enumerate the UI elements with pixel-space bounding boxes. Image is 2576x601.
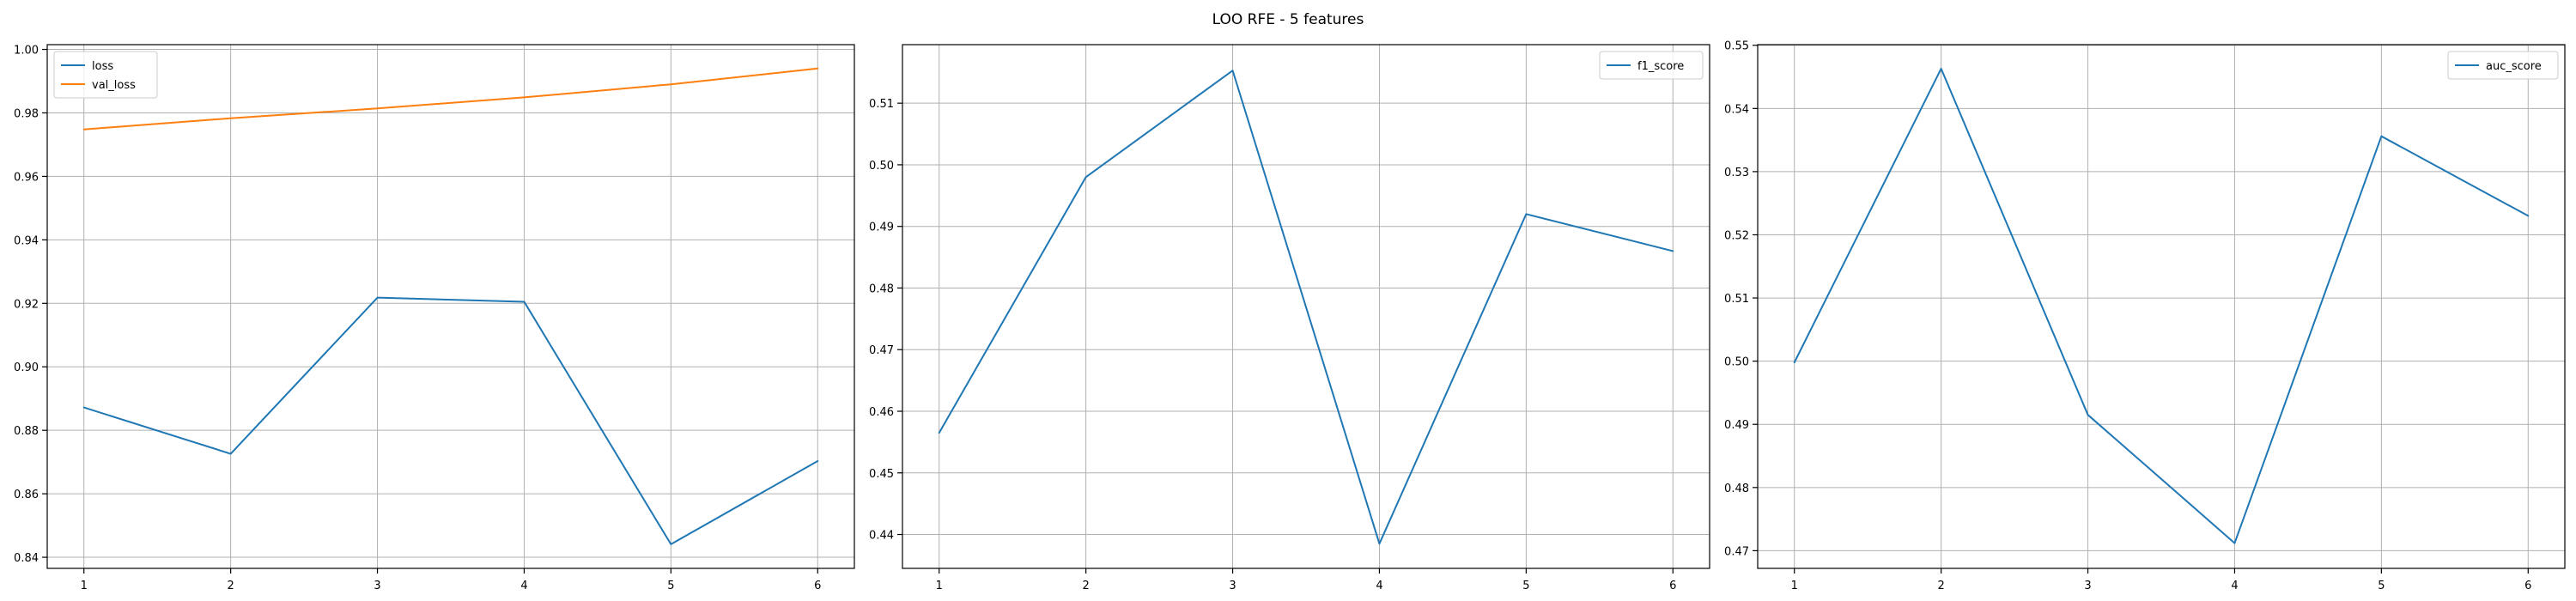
y-tick-label: 0.48 [869, 282, 894, 295]
legend-box [53, 51, 158, 99]
y-tick-label: 0.48 [1724, 483, 1749, 495]
series-line-loss [82, 296, 819, 545]
x-tick-label: 1 [1791, 580, 1798, 592]
y-tick-label: 0.52 [1724, 229, 1749, 242]
x-tick-label: 2 [1082, 580, 1089, 592]
x-tick-label: 3 [374, 580, 380, 592]
y-tick-label: 0.98 [14, 107, 39, 120]
x-tick-label: 5 [667, 580, 674, 592]
legend-label-val_loss: val_loss [92, 79, 136, 92]
y-tick-label: 0.47 [869, 344, 894, 357]
legend-box [2447, 51, 2559, 80]
y-tick-label: 0.51 [1724, 293, 1749, 306]
x-tick-label: 4 [520, 580, 527, 592]
y-tick-label: 0.45 [869, 468, 894, 481]
x-tick-label: 4 [1376, 580, 1382, 592]
charts-container: 1 2 3 4 5 6 0.84 0.86 0.88 0.90 0.92 0.94 0.96 0.98 1.… [14, 40, 2566, 592]
series-line-f1_score [938, 70, 1674, 545]
legend-label-f1_score: f1_score [1637, 60, 1684, 73]
y-tick-label: 0.88 [14, 425, 39, 438]
y-tick-label: 0.50 [869, 160, 894, 173]
x-tick-label: 2 [227, 580, 234, 592]
legend-label-auc_score: auc_score [2486, 60, 2542, 73]
y-tick-label: 0.46 [869, 406, 894, 419]
axes-frame [1757, 44, 2566, 569]
x-tick-label: 3 [2084, 580, 2091, 592]
figure-suptitle: LOO RFE - 5 features [1212, 11, 1364, 28]
legend-label-loss: loss [92, 60, 113, 73]
y-tick-label: 0.54 [1724, 103, 1749, 116]
legend: f1_score [1599, 51, 1704, 80]
legend-box [1599, 51, 1704, 80]
y-tick-label: 0.51 [869, 98, 894, 111]
x-tick-label: 4 [2231, 580, 2238, 592]
series-line-val_loss [82, 67, 819, 131]
chart-1: 1 2 3 4 5 6 0.84 0.86 0.88 0.90 0.92 0.94 0.96 0.98 1.… [14, 44, 855, 592]
y-tick-label: 1.00 [14, 45, 39, 58]
y-tick-label: 0.92 [14, 298, 39, 311]
y-tick-label: 0.84 [14, 552, 39, 565]
chart-2: 1 2 3 4 5 6 0.44 0.45 0.46 0.47 0.48 0.49 0.50 0.51 f1… [869, 44, 1710, 592]
series-line-auc_score [1793, 67, 2530, 544]
x-tick-label: 5 [1522, 580, 1529, 592]
legend: loss val_loss [53, 51, 158, 99]
x-tick-label: 3 [1229, 580, 1236, 592]
x-tick-label: 1 [81, 580, 88, 592]
y-tick-label: 0.96 [14, 171, 39, 184]
y-tick-label: 0.94 [14, 234, 39, 247]
y-tick-label: 0.44 [869, 530, 894, 543]
x-tick-label: 2 [1937, 580, 1944, 592]
y-tick-label: 0.49 [1724, 419, 1749, 432]
x-tick-label: 6 [814, 580, 821, 592]
y-tick-label: 0.86 [14, 489, 39, 501]
x-tick-label: 1 [936, 580, 943, 592]
y-tick-label: 0.55 [1724, 40, 1749, 53]
y-tick-label: 0.53 [1724, 167, 1749, 179]
axes-frame [902, 44, 1710, 569]
legend: auc_score [2447, 51, 2559, 80]
y-tick-label: 0.90 [14, 361, 39, 374]
y-tick-label: 0.50 [1724, 356, 1749, 369]
x-tick-label: 6 [2524, 580, 2531, 592]
y-tick-label: 0.47 [1724, 545, 1749, 558]
x-tick-label: 6 [1669, 580, 1676, 592]
chart-3: 1 2 3 4 5 6 0.47 0.48 0.49 0.50 0.51 0.52 0.53 0.54 0.… [1724, 40, 2566, 592]
x-tick-label: 5 [2378, 580, 2385, 592]
y-tick-label: 0.49 [869, 222, 894, 234]
axes-frame [46, 44, 855, 569]
